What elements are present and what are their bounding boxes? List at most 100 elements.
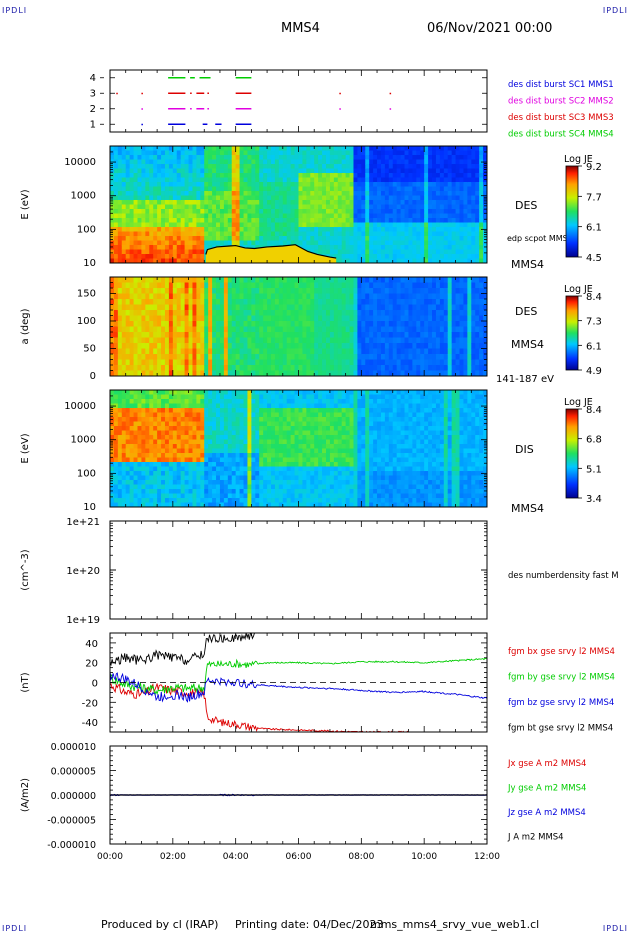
des-energy-pixel	[459, 150, 465, 156]
des-pitch-pixel	[164, 277, 170, 284]
des-pitch-pixel	[463, 332, 468, 339]
des-energy-pixel	[286, 231, 292, 237]
des-pitch-pixel	[416, 310, 421, 317]
des-pitch-pixel	[388, 315, 394, 322]
des-pitch-pixel	[239, 332, 245, 339]
des-pitch-pixel	[479, 348, 484, 355]
des-pitch-pixel	[306, 337, 311, 344]
des-energy-pixel	[113, 258, 119, 263]
des-pitch-pixel	[137, 365, 143, 372]
des-energy-pixel	[400, 173, 406, 179]
des-pitch-pixel	[267, 359, 272, 366]
des-energy-pixel	[145, 240, 150, 246]
des-pitch-pixel	[404, 365, 410, 372]
dis-energy-pixel	[153, 390, 158, 396]
des-pitch-pixel	[380, 288, 386, 295]
des-energy-pixel	[333, 168, 339, 174]
des-pitch-pixel	[365, 348, 370, 355]
des-pitch-pixel	[121, 332, 127, 339]
des-energy-pixel	[208, 159, 213, 165]
des-pitch-pixel	[365, 277, 370, 284]
des-pitch-pixel	[396, 293, 402, 300]
des-pitch-pixel	[396, 359, 402, 366]
des-energy-pixel	[337, 236, 343, 242]
des-pitch-pixel	[365, 310, 370, 317]
des-pitch-pixel	[184, 293, 190, 300]
des-energy-pixel	[161, 258, 166, 263]
des-pitch-pixel	[432, 359, 437, 366]
des-energy-pixel	[137, 236, 143, 242]
des-energy-pixel	[432, 218, 437, 224]
des-energy-pixel	[149, 173, 154, 179]
des-pitch-pixel	[164, 337, 170, 344]
des-pitch-pixel	[400, 299, 406, 306]
dis-energy-pixel	[113, 444, 119, 450]
dis-energy-pixel	[164, 399, 170, 405]
des-energy-pixel	[125, 209, 131, 215]
des-pitch-pixel	[483, 315, 487, 322]
des-energy-pixel	[388, 164, 394, 170]
des-energy-pixel	[110, 218, 115, 224]
des-pitch-pixel	[404, 299, 410, 306]
des-pitch-pixel	[337, 315, 343, 322]
des-energy-pixel	[322, 173, 327, 179]
burst-y-tick-label: 1	[90, 119, 96, 130]
des-energy-pixel	[396, 191, 402, 197]
dis-energy-pixel	[125, 390, 131, 396]
des-energy-pixel	[345, 173, 351, 179]
des-energy-pixel	[247, 240, 252, 246]
des-energy-pixel	[475, 191, 480, 197]
des-pitch-pixel	[373, 332, 378, 339]
des-energy-pixel	[483, 258, 487, 263]
des-energy-pixel	[424, 159, 429, 165]
des-energy-pixel	[188, 168, 194, 174]
des-energy-pixel	[459, 173, 465, 179]
des-energy-pixel	[432, 200, 437, 206]
dis-energy-pixel	[161, 430, 166, 436]
des-energy-pixel	[176, 182, 182, 188]
des-energy-pixel	[153, 218, 158, 224]
des-energy-pixel	[212, 209, 217, 215]
des-energy-pixel	[208, 173, 213, 179]
des-energy-pixel	[192, 155, 197, 161]
des-energy-pixel	[408, 227, 413, 233]
des-energy-pixel	[404, 146, 410, 152]
des-pitch-pixel	[263, 315, 268, 322]
des-energy-pixel	[432, 240, 437, 246]
des-pitch-pixel	[255, 326, 260, 333]
des-energy-pixel	[420, 186, 425, 192]
des-pitch-pixel	[384, 337, 390, 344]
des-pitch-pixel	[129, 321, 135, 328]
des-energy-pixel	[432, 227, 437, 233]
des-energy-pixel	[345, 177, 351, 183]
des-pitch-pixel	[400, 293, 406, 300]
des-pitch-pixel	[349, 343, 355, 350]
des-energy-pixel	[243, 191, 249, 197]
des-pitch-pixel	[392, 277, 398, 284]
des-pitch-pixel	[447, 304, 453, 311]
dis-energy-pixel	[117, 417, 123, 423]
des-energy-pixel	[145, 155, 150, 161]
des-energy-pixel	[267, 213, 272, 219]
des-energy-pixel	[325, 240, 331, 246]
dis-energy-pixel	[141, 426, 146, 432]
des-pitch-pixel	[282, 343, 288, 350]
des-energy-pixel	[212, 240, 217, 246]
dis-energy-pixel	[121, 430, 127, 436]
des-pitch-pixel	[212, 310, 217, 317]
des-energy-pixel	[353, 200, 359, 206]
des-pitch-pixel	[204, 370, 209, 376]
des-pitch-pixel	[451, 359, 457, 366]
des-pitch-pixel	[380, 315, 386, 322]
des-pitch-pixel	[223, 337, 229, 344]
des-energy-pixel	[223, 168, 229, 174]
des-energy-pixel	[459, 236, 465, 242]
des-energy-pixel	[251, 236, 256, 242]
des-pitch-pixel	[133, 348, 139, 355]
des-energy-pixel	[274, 173, 280, 179]
des-pitch-pixel	[318, 343, 323, 350]
des-energy-pixel	[337, 186, 343, 192]
des-energy-pixel	[310, 195, 315, 201]
dis-energy-pixel	[164, 480, 170, 486]
des-energy-pixel	[149, 195, 154, 201]
